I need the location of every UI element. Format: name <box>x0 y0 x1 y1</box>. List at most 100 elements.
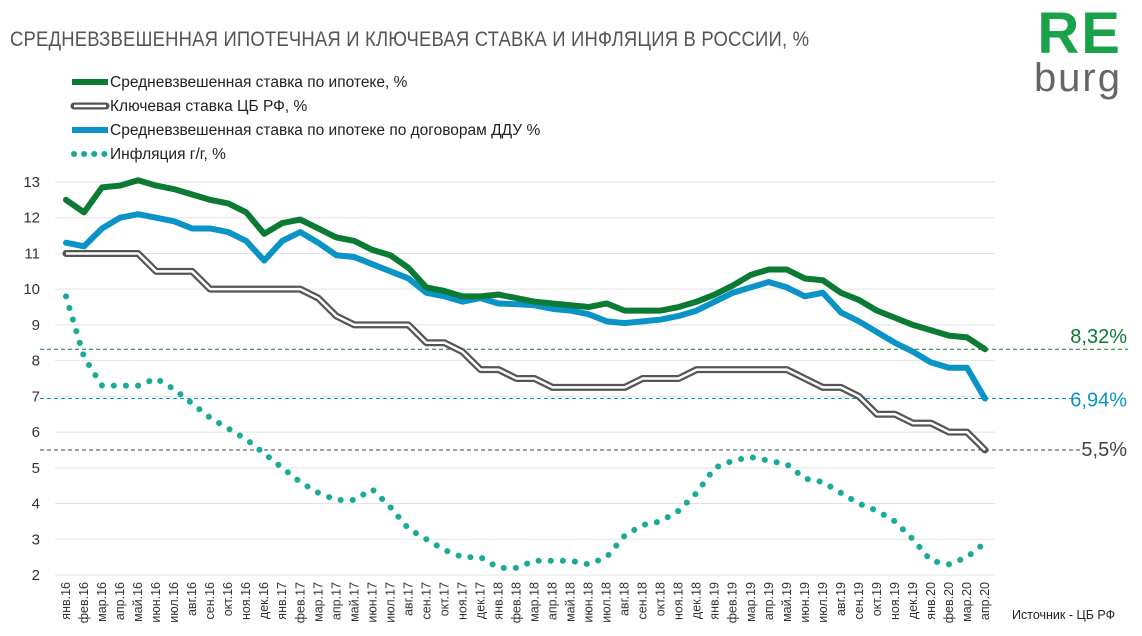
x-tick-label: фев.16 <box>77 582 91 623</box>
data-point <box>119 217 121 219</box>
data-point <box>209 199 211 201</box>
data-point <box>642 378 644 380</box>
data-point <box>732 369 734 371</box>
x-tick-label: мар.16 <box>95 582 109 622</box>
data-point <box>624 535 626 537</box>
logo-re: RE <box>1037 1 1122 66</box>
data-point <box>786 463 788 465</box>
data-point <box>930 361 932 363</box>
data-point <box>173 270 175 272</box>
data-point <box>389 254 391 256</box>
legend-label: Инфляция г/г, % <box>110 146 226 163</box>
data-point <box>948 335 950 337</box>
data-point <box>191 227 193 229</box>
data-point <box>894 520 896 522</box>
data-point <box>191 194 193 196</box>
data-point <box>353 240 355 242</box>
y-tick-label: 11 <box>24 245 40 262</box>
data-point <box>552 560 554 562</box>
x-tick-label: июн.18 <box>582 582 596 623</box>
data-point <box>173 220 175 222</box>
data-point <box>137 213 139 215</box>
x-tick-label: июл.18 <box>600 582 614 623</box>
data-point <box>984 449 986 451</box>
data-point <box>299 219 301 221</box>
data-point <box>353 324 355 326</box>
data-point <box>461 295 463 297</box>
x-tick-label: фев.18 <box>510 582 524 623</box>
data-point <box>894 413 896 415</box>
ddu-rate-line <box>63 211 989 402</box>
data-point <box>209 227 211 229</box>
data-point <box>948 367 950 369</box>
data-point <box>660 378 662 380</box>
data-point <box>281 467 283 469</box>
data-point <box>83 245 85 247</box>
data-point <box>281 222 283 224</box>
data-point <box>516 567 518 569</box>
y-tick-label: 6 <box>32 424 40 441</box>
x-tick-label: авг.18 <box>618 582 632 616</box>
data-point <box>263 233 265 235</box>
x-tick-label: авг.17 <box>401 582 415 616</box>
data-point <box>479 556 481 558</box>
data-point <box>83 211 85 213</box>
data-point <box>443 549 445 551</box>
x-tick-label: сен.19 <box>852 582 866 620</box>
data-point <box>696 310 698 312</box>
data-point <box>894 342 896 344</box>
data-point <box>83 252 85 254</box>
data-point <box>281 240 283 242</box>
x-tick-label: май.17 <box>347 582 361 622</box>
x-tick-label: май.19 <box>780 582 794 622</box>
data-point <box>714 369 716 371</box>
x-tick-label: мар.17 <box>311 582 325 622</box>
x-tick-label: апр.19 <box>762 582 776 620</box>
data-point <box>606 320 608 322</box>
x-tick-label: мар.18 <box>528 582 542 622</box>
data-point <box>299 288 301 290</box>
data-point <box>876 510 878 512</box>
data-point <box>624 386 626 388</box>
data-point <box>173 388 175 390</box>
y-tick-label: 12 <box>23 210 40 227</box>
data-point <box>173 188 175 190</box>
data-point <box>840 492 842 494</box>
data-point <box>588 563 590 565</box>
x-tick-label: сен.16 <box>203 582 217 620</box>
data-point <box>624 310 626 312</box>
data-point <box>137 179 139 181</box>
data-point <box>407 267 409 269</box>
data-point <box>335 499 337 501</box>
y-tick-label: 8 <box>32 353 40 370</box>
data-point <box>101 385 103 387</box>
data-point <box>389 506 391 508</box>
data-point <box>245 240 247 242</box>
data-point <box>768 369 770 371</box>
data-point <box>65 199 67 201</box>
x-tick-label: янв.19 <box>708 582 722 620</box>
x-tick-label: окт.16 <box>221 582 235 616</box>
data-point <box>479 369 481 371</box>
data-point <box>353 499 355 501</box>
x-tick-label: сен.17 <box>419 582 433 620</box>
x-tick-label: апр.17 <box>329 582 343 620</box>
chart-title: СРЕДНЕВЗВЕШЕННАЯ ИПОТЕЧНАЯ И КЛЮЧЕВАЯ СТ… <box>10 28 810 51</box>
data-point <box>317 227 319 229</box>
x-tick-label: апр.18 <box>546 582 560 620</box>
data-point <box>714 301 716 303</box>
data-point <box>534 378 536 380</box>
x-tick-label: янв.17 <box>275 582 289 620</box>
data-point <box>858 503 860 505</box>
data-point <box>516 378 518 380</box>
data-point <box>750 286 752 288</box>
data-point <box>155 217 157 219</box>
x-tick-label: май.18 <box>564 582 578 622</box>
data-point <box>497 302 499 304</box>
data-point <box>804 378 806 380</box>
data-point <box>83 356 85 358</box>
x-tick-label: янв.16 <box>59 582 73 620</box>
data-point <box>497 567 499 569</box>
data-point <box>822 292 824 294</box>
y-tick-label: 10 <box>23 281 40 298</box>
